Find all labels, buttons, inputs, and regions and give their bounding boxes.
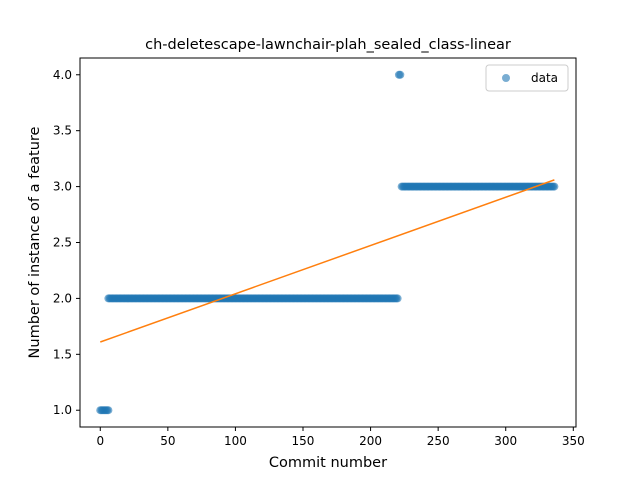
- plot-frame: [79, 57, 577, 428]
- legend: data: [485, 64, 569, 92]
- y-tick-label: 3.0: [53, 180, 72, 194]
- x-tick-label: 350: [562, 434, 585, 448]
- legend-box: [485, 64, 569, 92]
- data-point: [104, 406, 113, 415]
- legend-marker: [502, 74, 510, 82]
- chart-title: ch-deletescape-lawnchair-plah_sealed_cla…: [145, 37, 511, 53]
- y-tick-label: 1.5: [53, 347, 72, 361]
- fit-line: [100, 179, 555, 343]
- x-tick-label: 300: [494, 434, 517, 448]
- data-point: [550, 182, 559, 191]
- data-point: [396, 70, 405, 79]
- x-tick-label: 200: [359, 434, 382, 448]
- y-tick-label: 1.0: [53, 403, 72, 417]
- plot-area: [79, 57, 577, 428]
- x-tick-label: 150: [292, 434, 315, 448]
- x-tick-label: 0: [96, 434, 104, 448]
- x-axis-label: Commit number: [269, 455, 387, 471]
- y-tick-label: 4.0: [53, 68, 72, 82]
- y-axis-label: Number of instance of a feature: [27, 126, 43, 358]
- x-tick-label: 50: [160, 434, 175, 448]
- y-tick-label: 2.0: [53, 291, 72, 305]
- data-point: [393, 294, 402, 303]
- x-tick-label: 100: [224, 434, 247, 448]
- x-axis: 0 50 100 150 200 250 300 350: [96, 427, 585, 448]
- y-tick-label: 3.5: [53, 124, 72, 138]
- x-tick-label: 250: [427, 434, 450, 448]
- y-tick-label: 2.5: [53, 236, 72, 250]
- legend-label: data: [531, 71, 558, 85]
- y-axis: 1.0 1.5 2.0 2.5 3.0 3.5 4.0: [53, 68, 80, 417]
